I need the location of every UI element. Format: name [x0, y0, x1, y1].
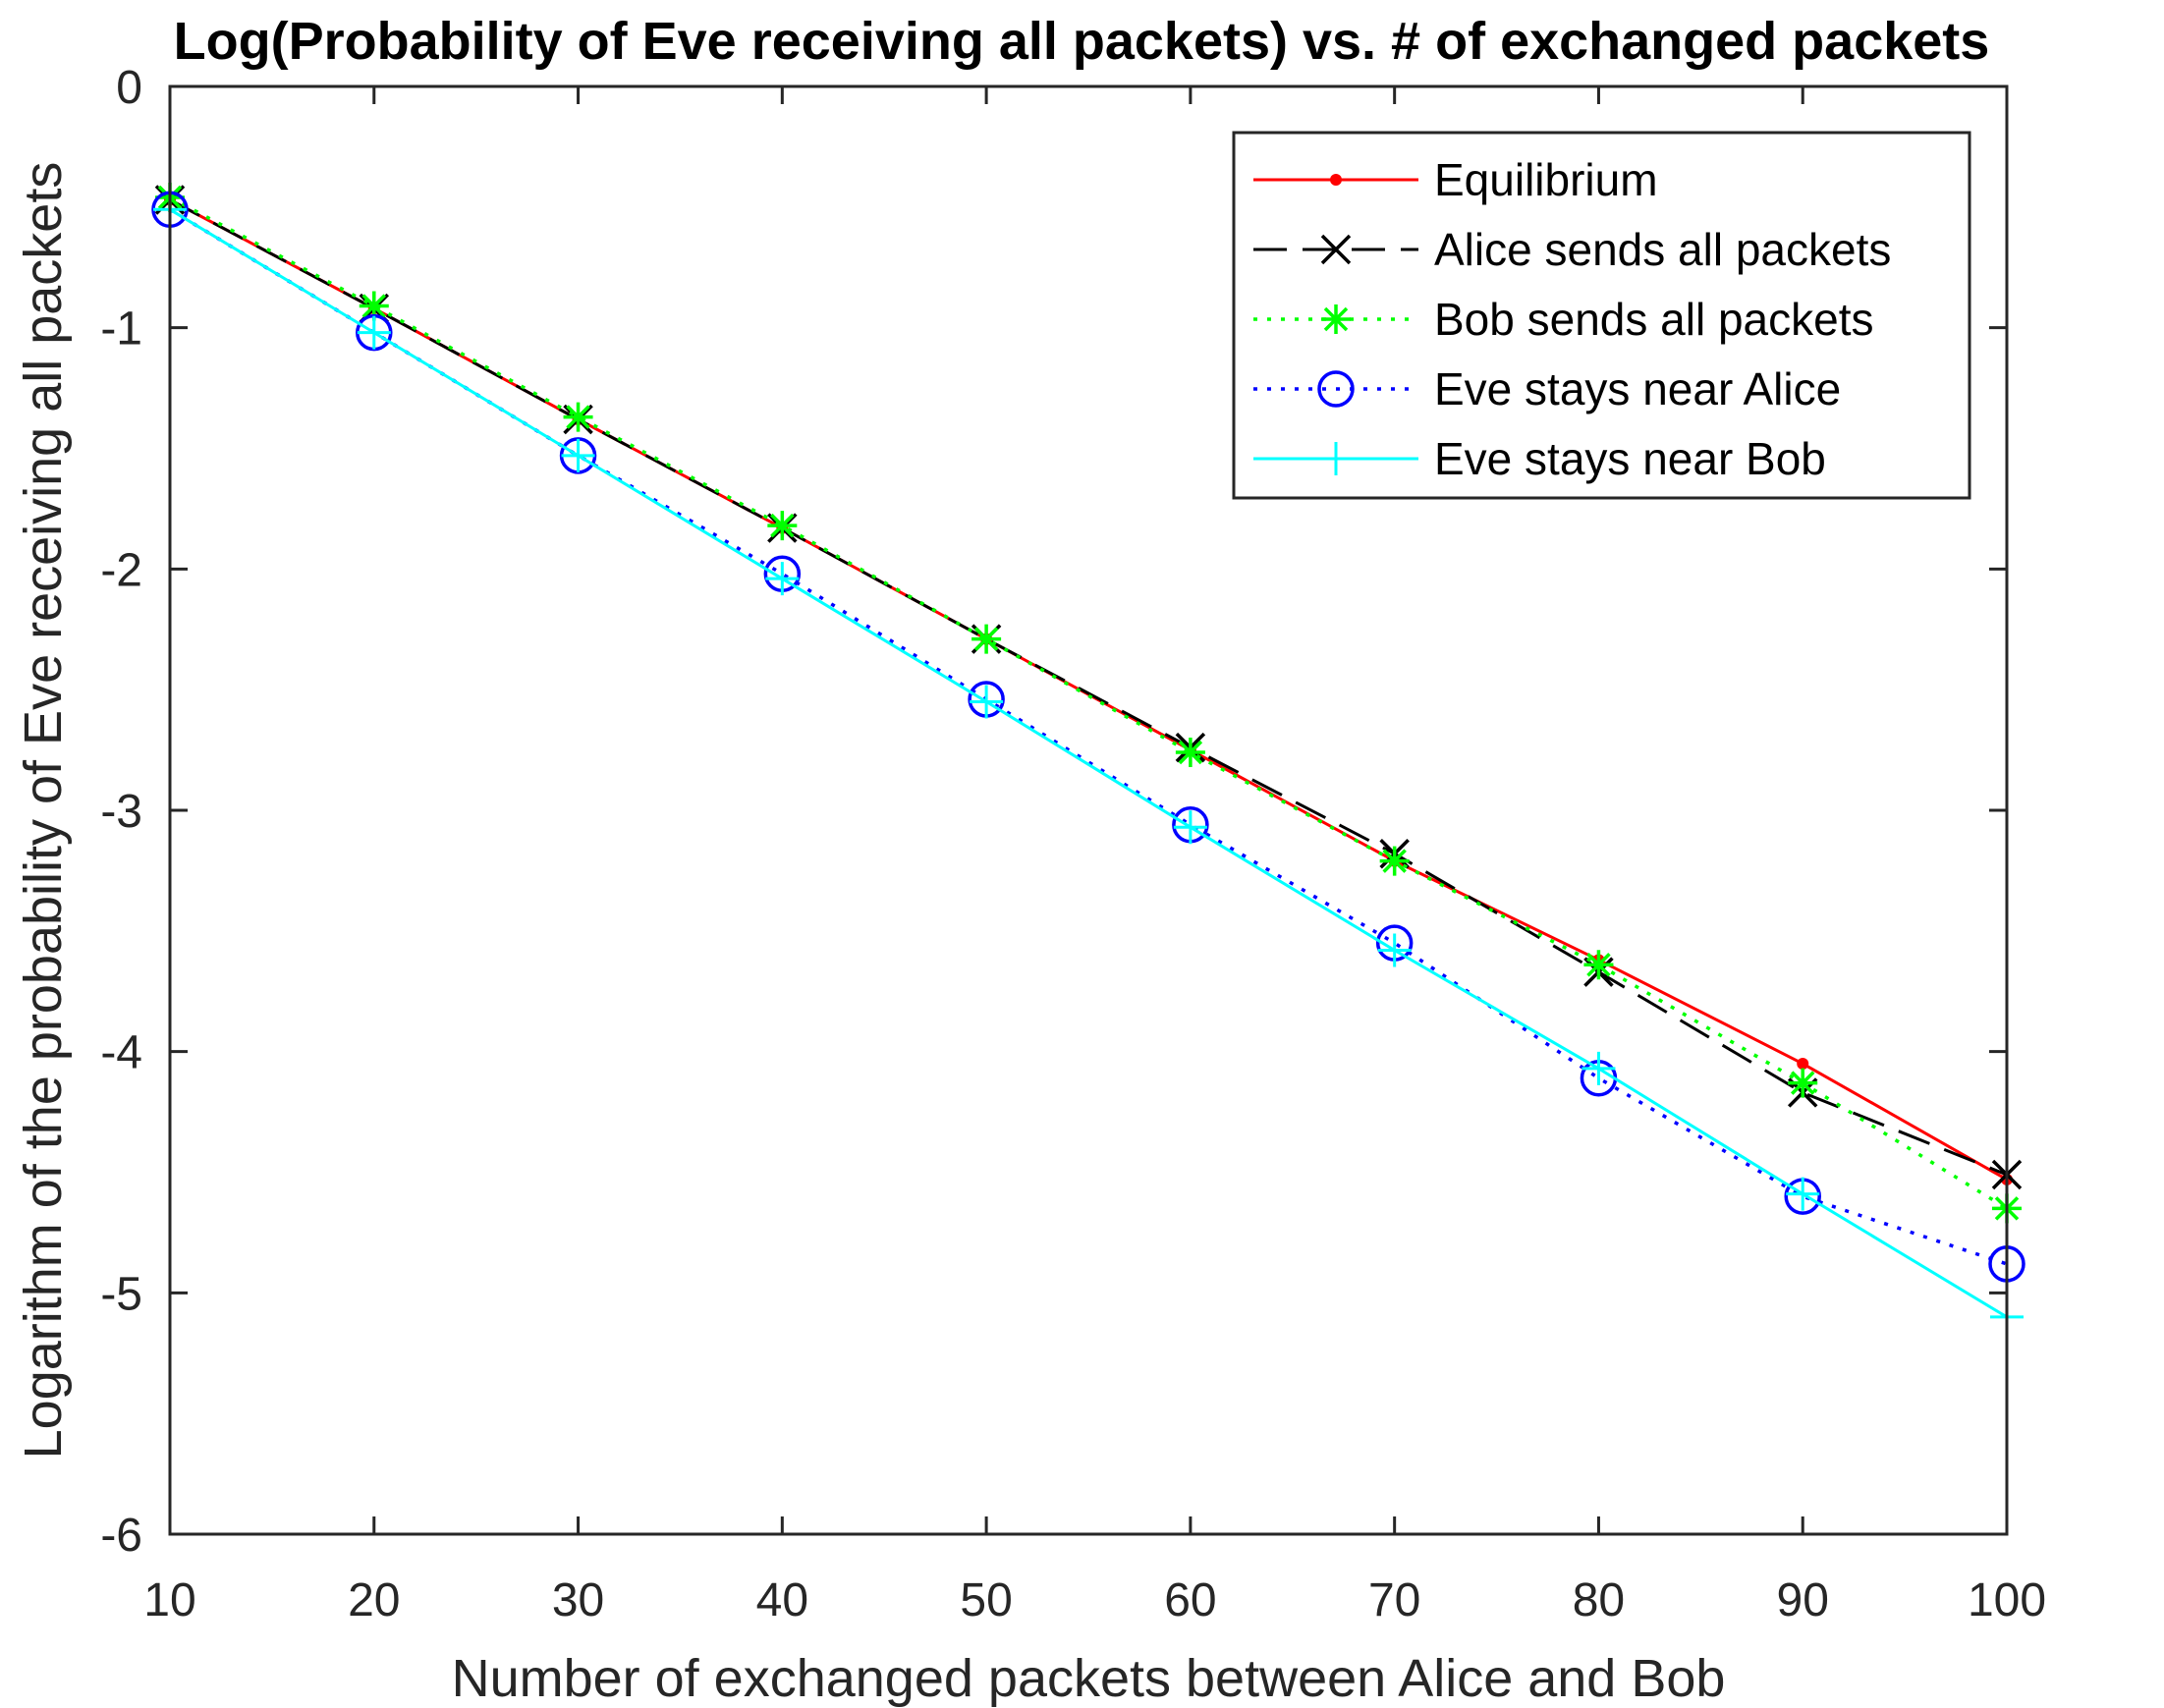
legend-item-5: Eve stays near Bob — [1253, 433, 1826, 484]
legend-label: Eve stays near Bob — [1434, 433, 1826, 484]
y-axis-label: Logarithm of the probability of Eve rece… — [14, 162, 73, 1460]
data-point-marker — [357, 315, 391, 350]
legend-label: Eve stays near Alice — [1434, 363, 1841, 414]
series-line — [169, 207, 2008, 1266]
legend-marker — [1317, 370, 1355, 408]
x-tick-label: 80 — [1573, 1574, 1625, 1626]
x-axis-label: Number of exchanged packets between Alic… — [452, 1649, 1726, 1708]
legend-box — [1232, 131, 1971, 500]
data-point-marker — [1173, 810, 1207, 845]
legend-marker — [1330, 174, 1342, 186]
legend-label: Alice sends all packets — [1434, 224, 1891, 275]
data-point-marker — [563, 402, 593, 432]
data-point-marker — [1797, 1057, 1809, 1070]
x-tick-label: 60 — [1164, 1574, 1216, 1626]
data-point-marker — [1786, 1177, 1820, 1211]
y-tick-label: -5 — [100, 1268, 142, 1320]
legend-item-2: Alice sends all packets — [1253, 224, 1891, 275]
legend-marker — [1320, 234, 1352, 265]
series-line — [169, 195, 2008, 1210]
x-tick-label: 100 — [1968, 1574, 2046, 1626]
plot-area — [151, 183, 2025, 1334]
data-point-marker — [767, 511, 798, 541]
data-point-marker — [971, 624, 1002, 654]
x-tick-label: 40 — [756, 1574, 808, 1626]
data-point-marker — [970, 685, 1004, 719]
data-point-marker — [1788, 1068, 1818, 1098]
chart-title: Log(Probability of Eve receiving all pac… — [174, 12, 1990, 71]
x-tick-label: 30 — [552, 1574, 604, 1626]
data-point-marker — [359, 291, 389, 321]
x-tick-label: 90 — [1777, 1574, 1829, 1626]
y-tick-label: -4 — [100, 1027, 142, 1079]
data-point-marker — [1583, 950, 1614, 980]
y-tick-label: -6 — [100, 1510, 142, 1562]
legend-marker — [1321, 304, 1351, 334]
axis-ticks: 10 20 30 40 50 60 70 80 90 100 0 -1 -2 -3 -4 -5 -6 — [100, 62, 2046, 1626]
legend-item-1: Equilibrium — [1253, 154, 1658, 205]
y-tick-label: -2 — [100, 544, 142, 596]
legend-label: Equilibrium — [1434, 154, 1658, 205]
x-tick-label: 20 — [348, 1574, 400, 1626]
data-point-marker — [1581, 1051, 1616, 1085]
data-point-marker — [1377, 933, 1412, 967]
x-tick-label: 70 — [1368, 1574, 1420, 1626]
data-point-marker — [561, 438, 595, 472]
y-tick-label: -1 — [100, 303, 142, 356]
legend-label: Bob sends all packets — [1434, 294, 1874, 345]
x-tick-label: 50 — [960, 1574, 1012, 1626]
series-5 — [153, 193, 2024, 1334]
legend: Equilibrium Alice sends all packets Bob se… — [1232, 131, 1971, 500]
y-tick-label: -3 — [100, 786, 142, 838]
series-line — [169, 208, 2008, 1319]
series-line — [169, 198, 2008, 1177]
legend-marker — [1319, 442, 1353, 475]
series-3 — [155, 183, 2022, 1224]
data-point-marker — [1175, 738, 1205, 768]
data-point-marker — [765, 562, 800, 596]
legend-item-3: Bob sends all packets — [1253, 294, 1874, 345]
data-point-marker — [1379, 846, 1410, 876]
y-tick-label: 0 — [116, 62, 142, 114]
x-tick-label: 10 — [143, 1574, 195, 1626]
legend-item-4: Eve stays near Alice — [1253, 363, 1841, 414]
